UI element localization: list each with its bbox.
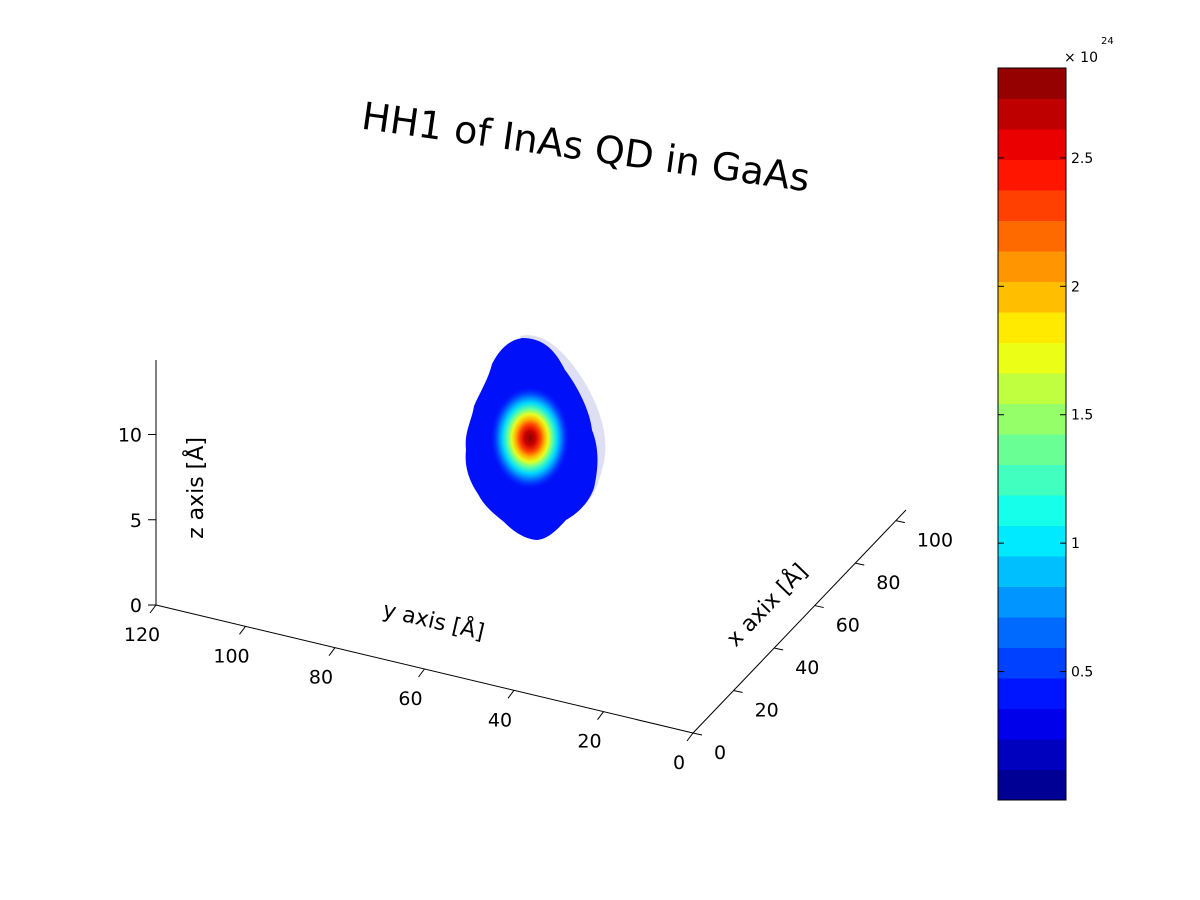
x-tick-label: 0 bbox=[714, 742, 726, 764]
colorbar-band bbox=[998, 434, 1066, 465]
y-tick-label: 20 bbox=[577, 731, 601, 753]
colorbar-tick-label: 1 bbox=[1071, 536, 1080, 552]
y-tick-label: 100 bbox=[213, 645, 249, 667]
colorbar-band bbox=[998, 556, 1066, 587]
y-axis-ticks: 0 20 40 60 80 100 120 bbox=[124, 604, 694, 774]
z-tick-label: 10 bbox=[118, 425, 142, 447]
x-tick-mark bbox=[895, 520, 905, 524]
colorbar-band bbox=[998, 251, 1066, 282]
colorbar-tick-label: 1.5 bbox=[1071, 408, 1093, 424]
x-tick-mark bbox=[855, 562, 865, 566]
colorbar-band bbox=[998, 525, 1066, 557]
y-tick-label: 120 bbox=[124, 624, 160, 646]
colorbar-band bbox=[998, 281, 1066, 313]
isosurface-core bbox=[490, 386, 570, 490]
colorbar-band bbox=[998, 98, 1066, 130]
colorbar-band bbox=[998, 159, 1066, 191]
colorbar-bands bbox=[998, 68, 1066, 801]
colorbar-band bbox=[998, 586, 1066, 618]
y-tick-mark bbox=[418, 668, 425, 678]
x-axis-ticks: 0 20 40 60 80 100 bbox=[692, 520, 953, 764]
colorbar-band bbox=[998, 617, 1066, 648]
colorbar-band bbox=[998, 220, 1066, 252]
colorbar-exponent-label: × 10 bbox=[1064, 50, 1098, 66]
colorbar-band bbox=[998, 190, 1066, 221]
colorbar-band bbox=[998, 678, 1066, 709]
x-tick-label: 40 bbox=[795, 657, 819, 679]
colorbar-band bbox=[998, 312, 1066, 343]
y-tick-mark bbox=[239, 626, 246, 635]
x-tick-mark bbox=[733, 690, 743, 694]
colorbar-band bbox=[998, 342, 1066, 374]
y-tick-mark bbox=[507, 690, 515, 699]
x-axis-line bbox=[692, 509, 907, 734]
colorbar-band bbox=[998, 464, 1066, 496]
colorbar-tick-label: 0.5 bbox=[1071, 665, 1093, 681]
x-tick-label: 20 bbox=[755, 700, 779, 722]
isosurface bbox=[465, 335, 606, 540]
colorbar-band bbox=[998, 403, 1066, 435]
y-tick-mark bbox=[686, 732, 694, 742]
colorbar-band bbox=[998, 68, 1066, 99]
colorbar-band bbox=[998, 373, 1066, 404]
x-tick-label: 80 bbox=[876, 572, 900, 594]
colorbar: 0.5 1 1.5 2 2.5 × 10 24 bbox=[997, 36, 1114, 801]
z-tick-label: 0 bbox=[130, 595, 142, 617]
colorbar-exponent: 24 bbox=[1101, 36, 1114, 47]
colorbar-tick-label: 2.5 bbox=[1071, 151, 1093, 167]
x-tick-label: 60 bbox=[836, 615, 860, 637]
y-tick-label: 60 bbox=[398, 688, 422, 710]
y-tick-label: 0 bbox=[673, 752, 685, 774]
x-tick-mark bbox=[814, 605, 824, 609]
colorbar-ticks: 0.5 1 1.5 2 2.5 bbox=[998, 151, 1093, 681]
colorbar-frame bbox=[997, 67, 1067, 801]
colorbar-band bbox=[998, 708, 1066, 740]
colorbar-tick-label: 2 bbox=[1071, 279, 1080, 295]
x-tick-label: 100 bbox=[917, 530, 953, 552]
y-tick-mark bbox=[597, 711, 604, 720]
y-tick-label: 40 bbox=[488, 709, 512, 731]
x-axis-label: x axix [Å] bbox=[720, 558, 812, 652]
colorbar-band bbox=[998, 129, 1066, 160]
colorbar-band bbox=[998, 769, 1066, 801]
y-axis-label: y axis [Å] bbox=[380, 596, 487, 646]
y-tick-mark bbox=[328, 647, 336, 656]
colorbar-band bbox=[998, 647, 1066, 679]
x-tick-mark bbox=[692, 732, 703, 736]
z-axis-ticks: 0 5 10 bbox=[118, 425, 156, 617]
y-tick-mark bbox=[149, 604, 157, 614]
z-axis-label: z axis [Å] bbox=[182, 437, 209, 539]
colorbar-band bbox=[998, 495, 1066, 526]
chart-title: HH1 of InAs QD in GaAs bbox=[359, 94, 813, 200]
z-tick-label: 5 bbox=[130, 510, 142, 532]
y-tick-label: 80 bbox=[309, 667, 333, 689]
x-tick-mark bbox=[774, 647, 784, 651]
colorbar-band bbox=[998, 739, 1066, 770]
